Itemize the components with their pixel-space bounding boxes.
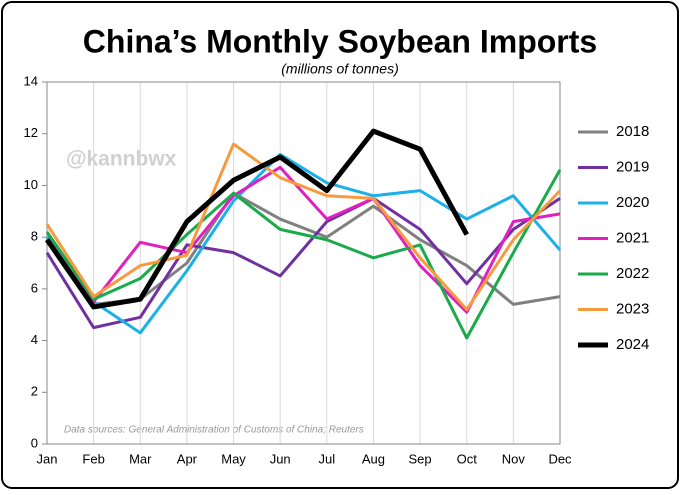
x-tick-label: Mar: [129, 451, 152, 466]
series-line: [45, 142, 562, 312]
legend-label: 2023: [616, 300, 649, 317]
legend-label: 2024: [616, 336, 649, 353]
chart-subtitle: (millions of tonnes): [281, 61, 399, 77]
x-tick-label: Jul: [319, 451, 336, 466]
legend-label: 2018: [616, 123, 649, 140]
y-tick-label: 14: [24, 73, 38, 88]
y-tick-label: 8: [31, 229, 38, 244]
watermark: @kannbwx: [66, 148, 177, 171]
x-tick-label: Dec: [548, 451, 572, 466]
x-tick-label: Nov: [502, 451, 526, 466]
x-tick-label: Aug: [362, 451, 385, 466]
series-line: [44, 128, 469, 310]
legend-label: 2021: [616, 229, 649, 246]
y-tick-label: 0: [31, 435, 38, 450]
series-line: [45, 196, 561, 330]
x-tick-label: Jan: [37, 451, 58, 466]
series-line: [45, 152, 562, 335]
x-tick-label: Sep: [409, 451, 432, 466]
x-tick-label: Jun: [270, 451, 291, 466]
source-note: Data sources: General Administration of …: [64, 425, 364, 436]
legend-label: 2019: [616, 158, 649, 175]
y-tick-label: 2: [31, 384, 38, 399]
legend-label: 2020: [616, 194, 649, 211]
x-tick-label: Apr: [177, 451, 198, 466]
x-tick-label: May: [221, 451, 246, 466]
legend-label: 2022: [616, 265, 649, 282]
y-tick-label: 10: [24, 177, 38, 192]
chart-title: China’s Monthly Soybean Imports: [83, 23, 597, 59]
plot-frame: [46, 81, 561, 445]
x-tick-label: Oct: [457, 451, 478, 466]
y-tick-label: 4: [31, 332, 38, 347]
y-tick-label: 12: [24, 125, 38, 140]
x-tick-label: Feb: [82, 451, 104, 466]
y-tick-label: 6: [31, 280, 38, 295]
series-line: [45, 169, 562, 340]
